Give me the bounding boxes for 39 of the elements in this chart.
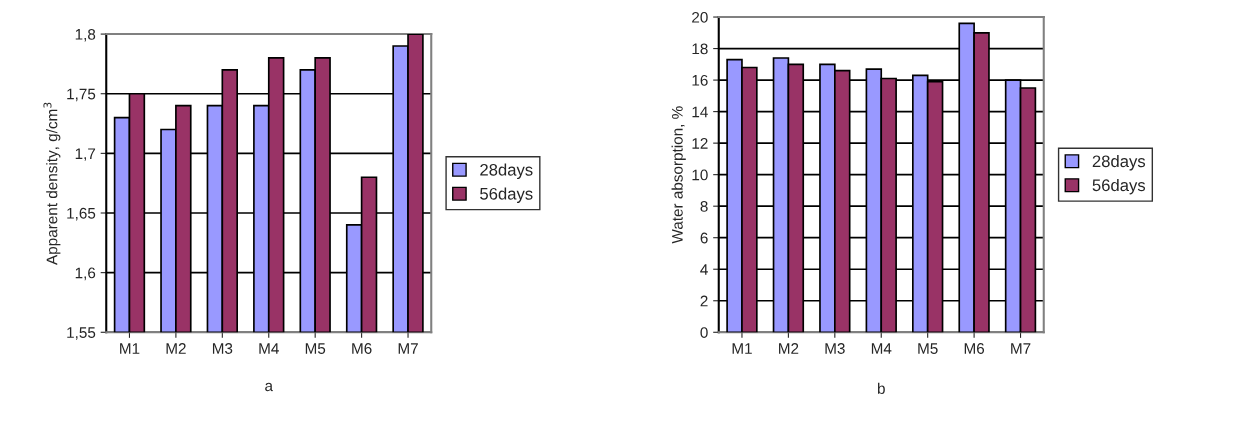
x-tick-label: M7 — [398, 343, 418, 354]
y-tick-label: 14 — [692, 106, 708, 118]
legend-label: 56days — [480, 187, 533, 203]
y-tick-label: 1,75 — [67, 88, 96, 102]
y-tick-label: 2 — [700, 295, 708, 307]
y-tick-label: 1,55 — [67, 327, 96, 340]
legend-label: 28days — [1092, 154, 1146, 171]
y-tick-label: 10 — [692, 169, 708, 181]
x-tick-label: M5 — [918, 343, 938, 354]
x-tick-label: M3 — [212, 343, 233, 354]
y-tick-label: 6 — [700, 232, 708, 244]
y-tick-label: 16 — [692, 74, 708, 86]
x-tick-label: M4 — [871, 343, 892, 354]
y-tick-label: 4 — [700, 264, 708, 275]
x-tick-label: M5 — [305, 343, 326, 354]
text: b — [877, 382, 885, 394]
x-tick-label: M1 — [120, 343, 140, 354]
x-tick-label: M7 — [1011, 343, 1031, 354]
y-tick-label: 20 — [692, 11, 708, 23]
y-axis-title: Water absorption, % — [671, 106, 686, 244]
x-tick-label: M1 — [732, 343, 752, 354]
y-tick-label: 1,65 — [67, 207, 96, 221]
y-tick-label: 1,7 — [75, 148, 96, 161]
legend-label: 56days — [1092, 178, 1146, 195]
y-tick-label: 1,6 — [75, 267, 96, 281]
legend-label: 28days — [480, 163, 533, 180]
x-tick-label: M4 — [259, 343, 279, 354]
x-tick-label: M6 — [964, 343, 985, 354]
text: a — [265, 382, 273, 392]
y-tick-label: 18 — [692, 43, 708, 55]
x-tick-label: M6 — [352, 343, 372, 354]
x-tick-label: M2 — [779, 343, 799, 354]
x-tick-label: M2 — [166, 343, 186, 354]
y-tick-label: 0 — [700, 327, 708, 338]
y-tick-label: 8 — [700, 201, 708, 212]
x-tick-label: M3 — [825, 343, 845, 354]
y-axis-title: Apparent density, g/cm$^{3}$ — [43, 102, 61, 265]
y-tick-label: 12 — [692, 138, 708, 149]
y-tick-label: 1,8 — [75, 28, 96, 42]
